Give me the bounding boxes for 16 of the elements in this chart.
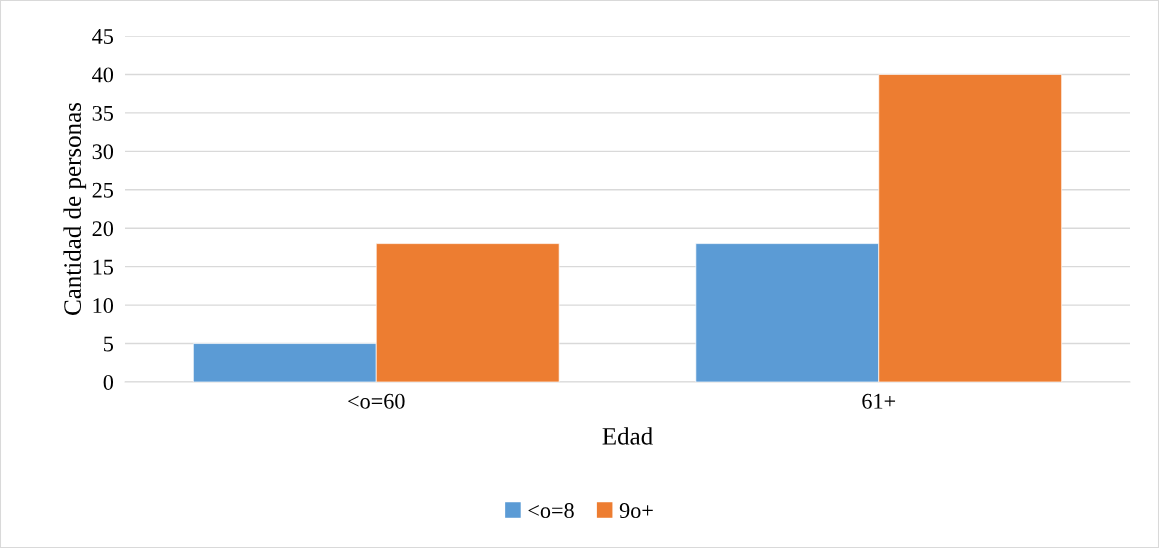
x-tick-label: 61+: [862, 393, 896, 409]
y-tick-label: 10: [93, 298, 114, 314]
y-axis-title: Cantidad de personas: [63, 102, 87, 315]
y-tick-label: 25: [92, 182, 114, 198]
legend-label: <o=8: [528, 503, 574, 519]
y-tick-label: 15: [93, 259, 114, 275]
y-tick-label: 20: [92, 221, 114, 237]
legend-label: 9o+: [619, 503, 653, 519]
y-tick-label: 5: [104, 336, 114, 352]
y-tick-label: 30: [92, 144, 114, 160]
y-tick-label: 40: [92, 67, 114, 83]
x-axis-title: Edad: [602, 427, 653, 445]
x-tick-label: <o=60: [348, 393, 405, 409]
y-tick-label: 35: [92, 105, 114, 121]
y-tick-label: 45: [92, 29, 114, 44]
y-tick-label: 0: [103, 374, 114, 390]
